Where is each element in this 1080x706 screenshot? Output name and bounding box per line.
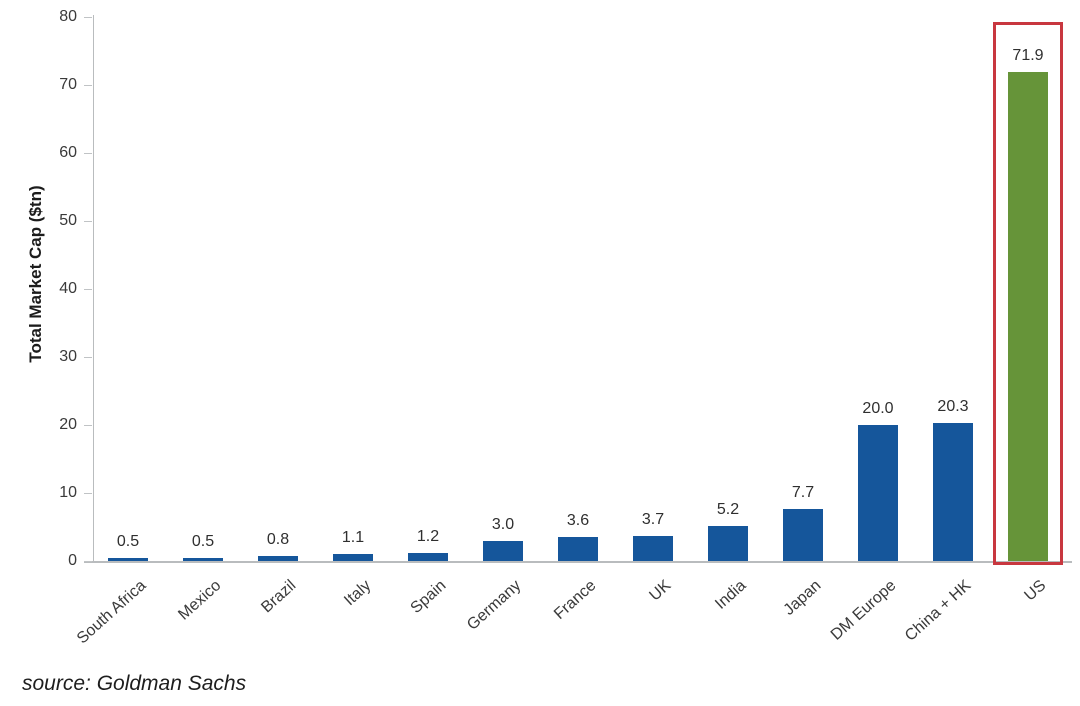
bar (633, 535, 673, 561)
bar (858, 425, 898, 561)
bar-value-label: 3.7 (641, 510, 665, 528)
y-tick-label: 80 (59, 8, 77, 25)
y-tick-label: 60 (59, 144, 77, 161)
bar-value-label: 20.3 (937, 397, 969, 415)
bar-value-label: 0.5 (116, 532, 140, 550)
y-tick-mark (84, 221, 92, 222)
x-axis-line (84, 561, 1072, 563)
bar-value-label: 71.9 (1012, 47, 1044, 65)
y-tick-label: 0 (68, 552, 77, 569)
bar (408, 552, 448, 561)
y-tick-label: 50 (59, 212, 77, 229)
y-tick-label: 70 (59, 76, 77, 93)
bar (108, 557, 148, 561)
y-tick-mark (84, 153, 92, 154)
y-tick-mark (84, 493, 92, 494)
us-highlight-box (993, 22, 1063, 565)
y-axis-title: Total Market Cap ($tn) (26, 185, 45, 363)
bar (183, 557, 223, 561)
bar-value-label: 0.5 (191, 532, 215, 550)
y-tick-mark (84, 85, 92, 86)
y-tick-label: 10 (59, 484, 77, 501)
y-tick-label: 30 (59, 348, 77, 365)
bar-value-label: 1.2 (416, 527, 440, 545)
bar (258, 555, 298, 561)
bar (483, 540, 523, 561)
y-tick-mark (84, 561, 92, 562)
y-tick-label: 40 (59, 280, 77, 297)
bar (708, 525, 748, 561)
y-tick-mark (84, 357, 92, 358)
y-tick-mark (84, 17, 92, 18)
y-axis-line (93, 15, 94, 562)
bar (333, 553, 373, 561)
bar-value-label: 3.6 (566, 511, 590, 529)
bar-value-label: 3.0 (491, 515, 515, 533)
source-note: source: Goldman Sachs (22, 672, 247, 695)
bar (1008, 72, 1048, 561)
bar-value-label: 0.8 (266, 530, 290, 548)
bar-value-label: 20.0 (862, 400, 894, 417)
bar (558, 536, 598, 561)
bar-value-label: 7.7 (791, 483, 815, 501)
bar-value-label: 1.1 (341, 528, 365, 546)
y-tick-label: 20 (59, 416, 77, 433)
y-tick-mark (84, 425, 92, 426)
bar (933, 422, 973, 561)
bar (783, 508, 823, 561)
bar-value-label: 5.2 (716, 500, 740, 518)
y-tick-mark (84, 289, 92, 290)
